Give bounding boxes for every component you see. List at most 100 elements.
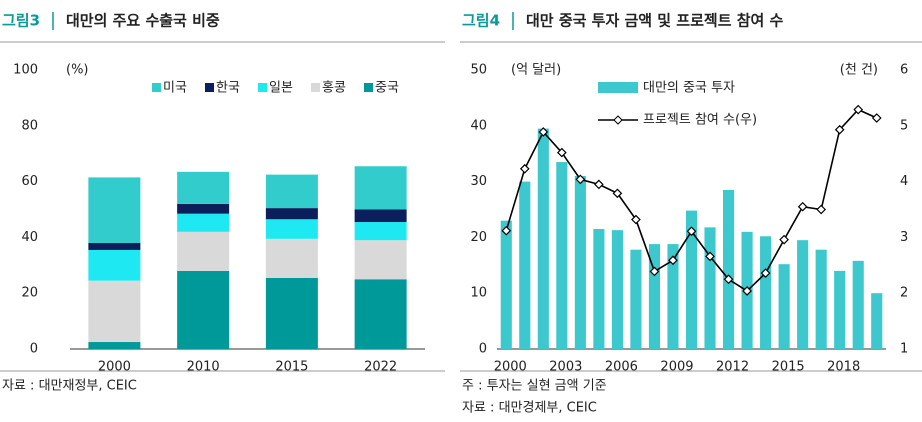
bar — [760, 236, 772, 349]
legend-swatch — [258, 83, 267, 92]
y2-tick-label: 2 — [900, 286, 908, 301]
x-tick-label: 2006 — [605, 360, 638, 375]
bar — [871, 293, 883, 349]
bar — [574, 176, 586, 349]
legend-label: 프로젝트 참여 수(우) — [643, 113, 757, 128]
unit-label: (억 달러) — [511, 63, 561, 78]
x-tick-label: 2018 — [827, 360, 860, 375]
legend-label: 홍콩 — [322, 81, 346, 96]
x-tick-label: 2015 — [275, 360, 308, 375]
x-tick-label: 2015 — [772, 360, 805, 375]
legend-marker — [613, 115, 623, 125]
bar — [556, 162, 568, 349]
line-marker — [538, 127, 549, 137]
bar — [648, 244, 661, 349]
line-marker — [816, 204, 827, 215]
chart-title: 대만의 주요 수출국 비중 — [66, 12, 220, 30]
source: 자료 : 대만재정부, CEIC — [2, 379, 137, 394]
y-tick-label: 80 — [21, 118, 38, 133]
bar-segment — [177, 171, 230, 204]
bar-segment — [354, 209, 407, 223]
legend-label: 대만의 중국 투자 — [643, 81, 735, 96]
figure-label: 그림3 — [2, 12, 40, 30]
y-tick-label: 50 — [470, 63, 487, 78]
bar-segment — [354, 166, 407, 210]
line-marker — [686, 226, 697, 237]
line-marker — [760, 268, 771, 278]
line-marker — [668, 255, 678, 266]
bar — [685, 210, 698, 349]
legend-swatch — [311, 83, 320, 92]
legend-swatch — [205, 83, 214, 92]
bar — [519, 181, 531, 349]
bar — [722, 189, 735, 349]
bar-segment — [354, 279, 407, 349]
line-marker — [871, 113, 882, 123]
bar-segment — [265, 219, 318, 239]
y2-tick-label: 5 — [900, 118, 908, 133]
y-tick-label: 0 — [479, 342, 487, 357]
note: 주 : 투자는 실현 금액 기준 — [462, 379, 607, 394]
bar — [778, 264, 790, 349]
bar-segment — [88, 342, 141, 349]
bar-segment — [177, 213, 230, 232]
legend-swatch — [152, 83, 161, 92]
line-marker — [742, 286, 752, 296]
bar-segment — [88, 249, 141, 281]
bar — [593, 229, 605, 349]
bar — [500, 220, 512, 349]
line-marker — [853, 104, 864, 115]
y-tick-label: 60 — [21, 174, 38, 189]
bar — [630, 249, 642, 349]
bar-segment — [265, 208, 318, 220]
y-tick-label: 40 — [470, 118, 487, 133]
bar-segment — [354, 222, 407, 241]
line-marker — [501, 225, 512, 236]
y2-tick-label: 4 — [900, 174, 908, 189]
line-marker — [649, 266, 660, 277]
source: 자료 : 대만경제부, CEIC — [462, 401, 597, 416]
line-marker — [519, 163, 530, 174]
bar-segment — [177, 231, 230, 271]
line-marker — [834, 124, 845, 135]
y-tick-label: 30 — [470, 174, 487, 189]
legend-label: 한국 — [216, 81, 240, 96]
bar — [797, 240, 809, 349]
bar-segment — [88, 280, 141, 343]
bar — [704, 227, 716, 349]
bar-segment — [177, 203, 230, 214]
line-marker — [723, 274, 734, 285]
y-tick-label: 10 — [470, 286, 487, 301]
legend-swatch — [364, 83, 373, 92]
x-tick-label: 2022 — [364, 360, 397, 375]
unit-label: (%) — [66, 63, 89, 78]
x-tick-label: 2012 — [716, 360, 749, 375]
bar — [537, 128, 549, 349]
bar — [667, 244, 679, 349]
chart-title: 대만 중국 투자 금액 및 프로젝트 참여 수 — [526, 12, 784, 30]
y-tick-label: 20 — [21, 286, 38, 301]
x-tick-label: 2003 — [549, 360, 582, 375]
y-tick-label: 20 — [470, 230, 487, 245]
bar-segment — [88, 177, 141, 243]
line-marker — [779, 234, 789, 245]
bar-segment — [265, 174, 318, 209]
unit2-label: (천 건) — [840, 63, 878, 78]
y-tick-label: 0 — [30, 342, 38, 357]
line-marker — [594, 179, 604, 190]
line-marker — [631, 214, 641, 225]
figure-label: 그림4 — [462, 12, 500, 30]
legend-label: 중국 — [375, 81, 399, 96]
bar-segment — [354, 240, 407, 280]
y-tick-label: 100 — [13, 63, 38, 78]
bar — [611, 230, 623, 349]
line-marker — [705, 251, 715, 262]
bar-segment — [88, 242, 141, 250]
x-tick-label: 2000 — [98, 360, 131, 375]
y-tick-label: 40 — [21, 230, 38, 245]
line-marker — [556, 147, 567, 158]
y2-tick-label: 6 — [900, 63, 908, 78]
bar — [815, 249, 827, 349]
